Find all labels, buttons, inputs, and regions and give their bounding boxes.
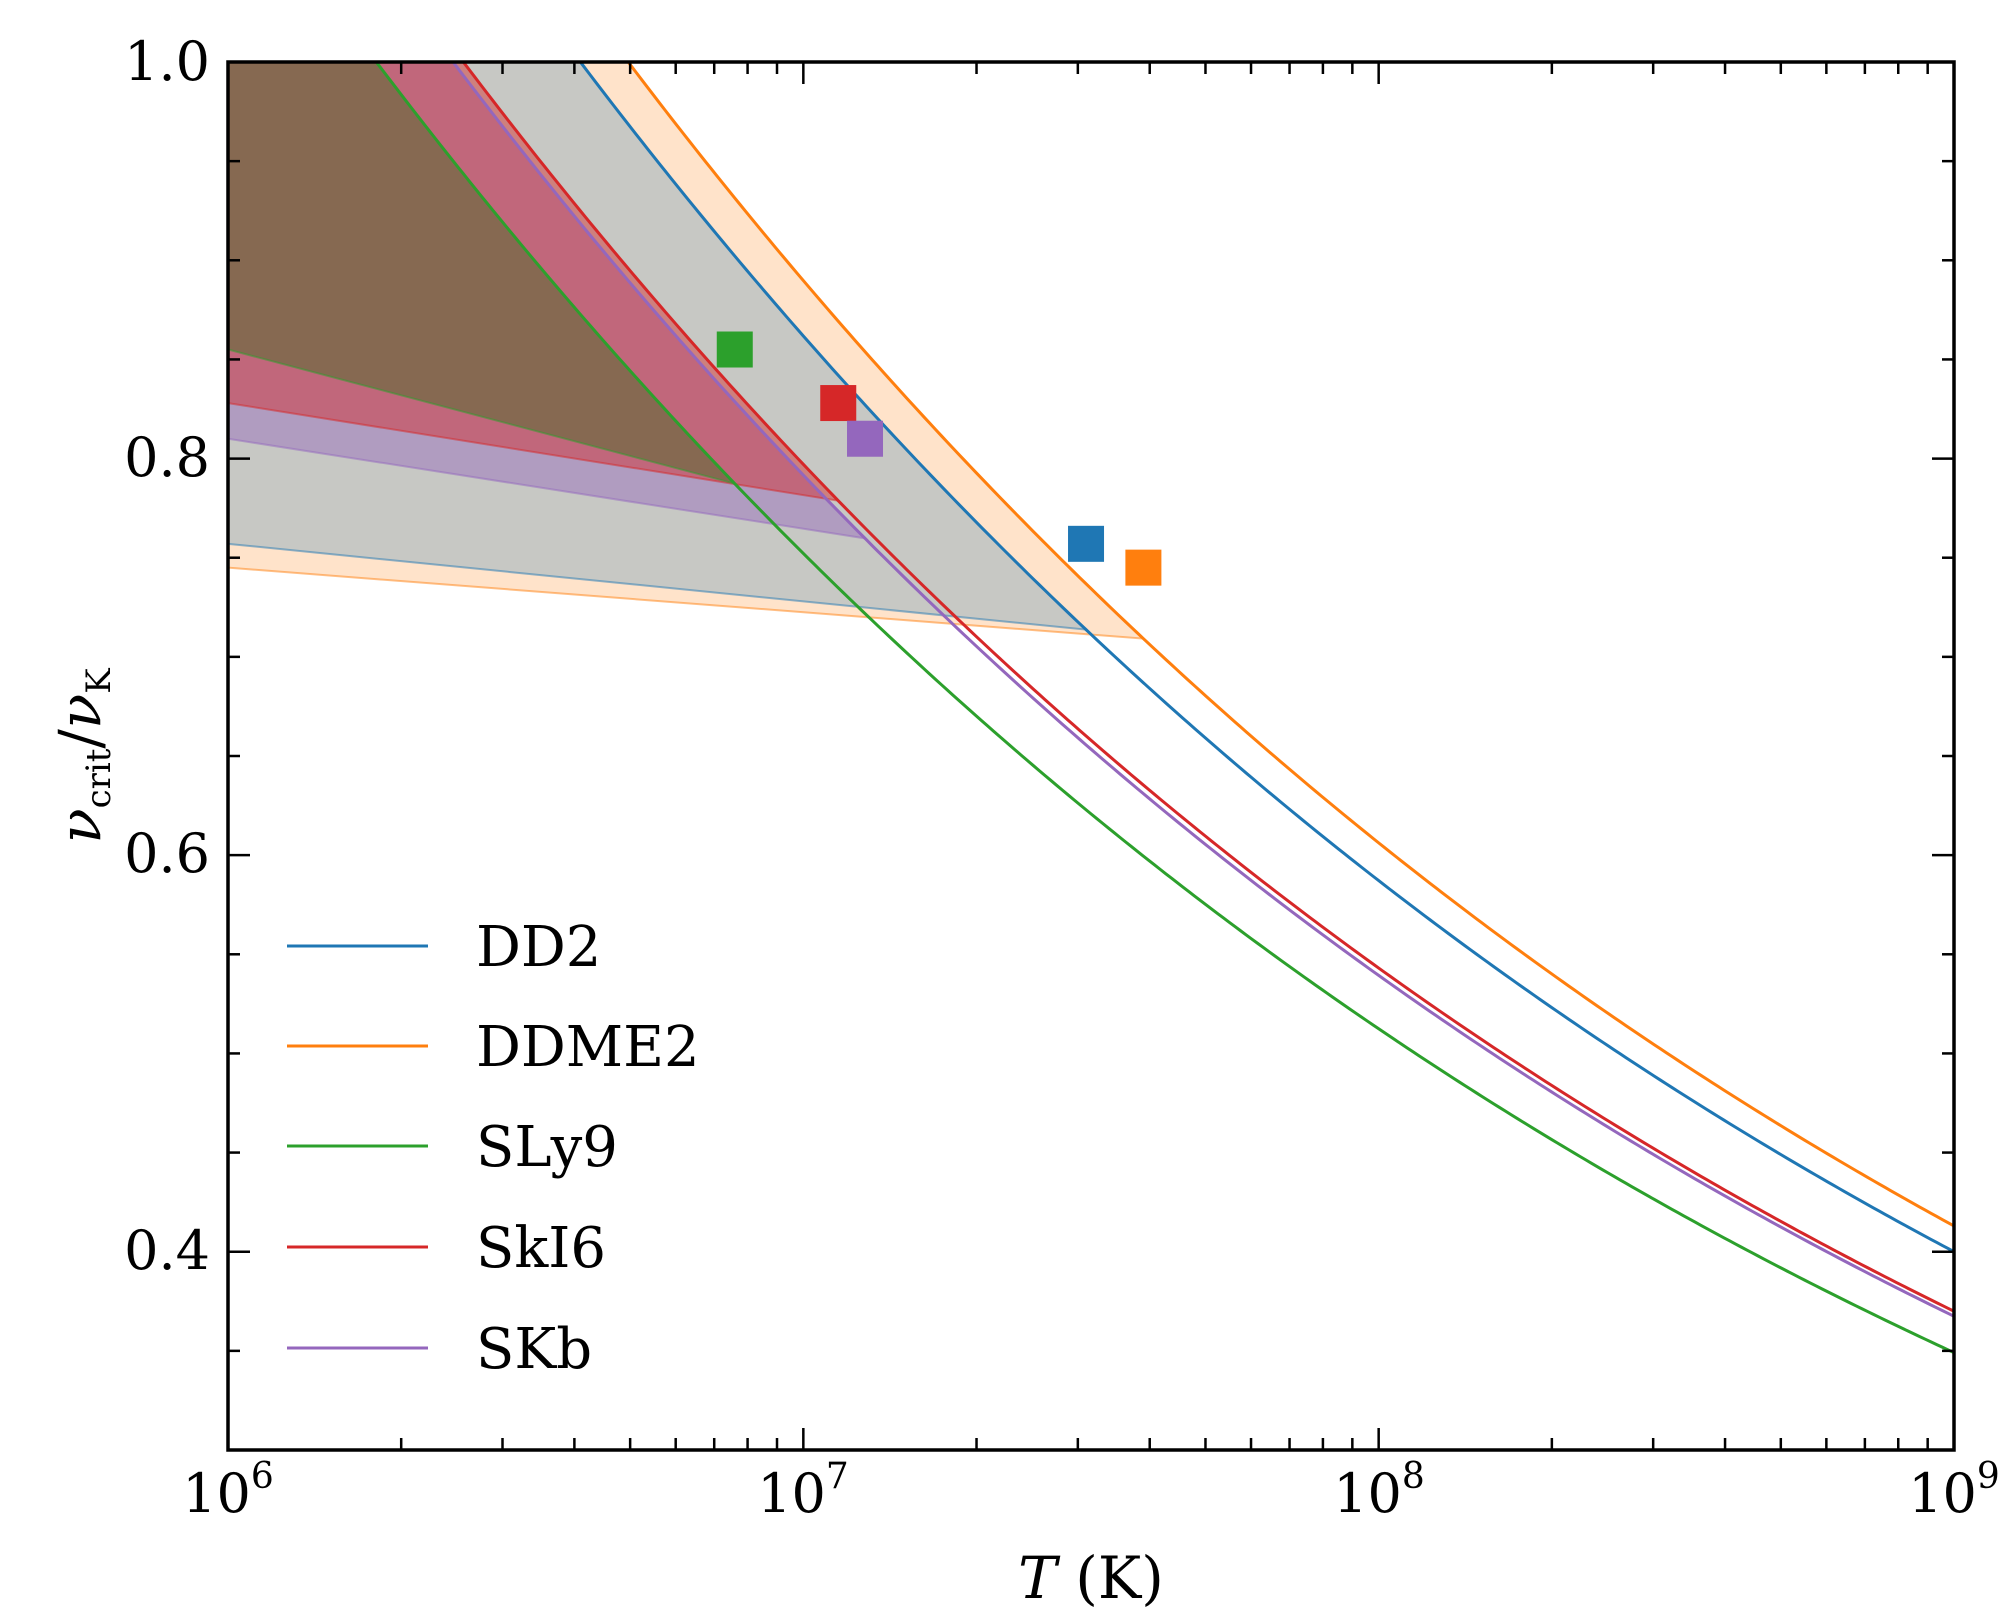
axis-ticks [226,60,1956,1450]
marker-sly9 [716,331,753,368]
curve-skb [451,62,1954,1318]
x-tick-labels: 106 107 108 109 [182,1456,2000,1525]
y-tick-label-1: 0.6 [124,822,210,885]
curve-ddme2 [626,62,1954,1228]
marker-ddme2 [1125,549,1162,586]
marker-dd2 [1068,525,1105,562]
curve-sly9 [374,62,1954,1354]
x-tick-label-2: 108 [1333,1456,1425,1525]
marker-ski6 [820,385,857,422]
y-tick-label-3: 1.0 [124,30,210,93]
series-curves [374,62,1954,1354]
legend-label-ski6: SkI6 [476,1216,606,1281]
series-markers [716,331,1162,586]
legend-label-skb: SKb [476,1317,592,1382]
x-tick-label-1: 107 [757,1456,849,1525]
x-tick-label-3: 109 [1908,1456,2000,1525]
y-axis-title: νcrit/νK [46,668,119,844]
legend-label-ddme2: DDME2 [476,1015,700,1080]
legend-label-dd2: DD2 [476,915,601,980]
y-tick-label-2: 0.8 [124,426,210,489]
curve-dd2 [578,62,1954,1253]
shaded-regions [228,62,1147,640]
marker-skb [847,420,884,457]
legend-label-sly9: SLy9 [476,1115,618,1180]
y-tick-labels: 0.4 0.6 0.8 1.0 [124,30,210,1282]
y-tick-label-0: 0.4 [124,1219,210,1282]
curve-ski6 [461,62,1954,1313]
x-tick-label-0: 106 [182,1456,274,1525]
x-axis-title: T (K) [1018,1544,1164,1612]
legend: DD2 DDME2 SLy9 SkI6 SKb [287,915,700,1382]
